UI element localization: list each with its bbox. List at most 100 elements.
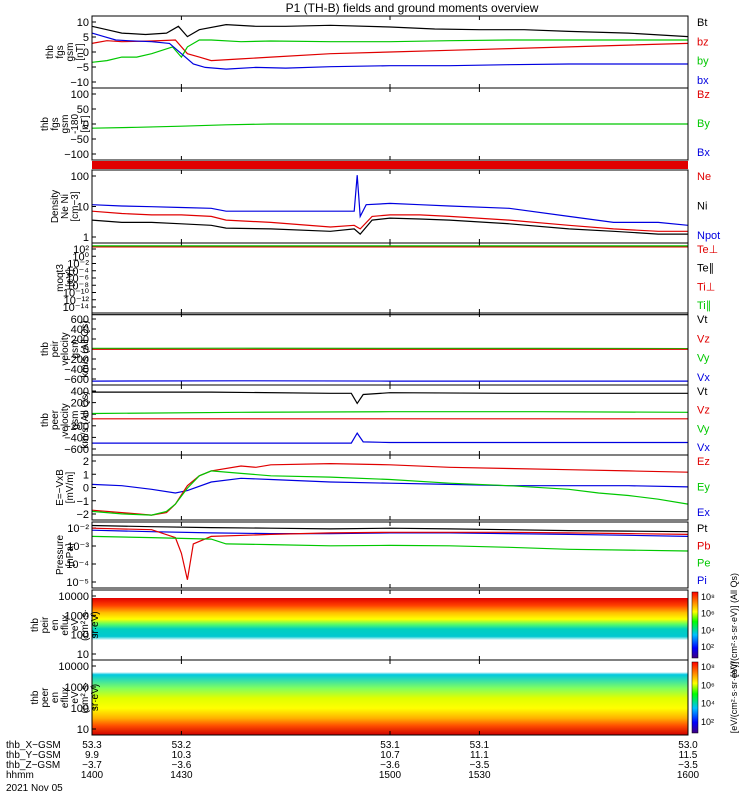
series-line-Vt — [92, 392, 688, 403]
legend-entry: Pb — [697, 540, 710, 552]
series-line-bx — [92, 33, 688, 69]
ephemeris-value: 1530 — [468, 770, 491, 781]
data-gap-bar — [92, 161, 688, 169]
series-line-Vy — [92, 412, 688, 414]
y-tick-label: 10⁻² — [67, 523, 89, 535]
colorbar-tick-label: 10⁸ — [701, 592, 715, 602]
y-tick-label: 10 — [77, 724, 89, 736]
y-axis-label-line: km/s (All Qs) — [80, 391, 91, 448]
series-line-Ne — [92, 211, 688, 231]
legend-entry: Vy — [697, 423, 710, 435]
y-tick-label: 100 — [71, 171, 89, 183]
y-tick-label: 10000 — [58, 661, 89, 673]
legend-entry: Ni — [697, 201, 707, 213]
ephemeris-row-label: hhmm — [6, 770, 34, 781]
y-axis-label-line: [eV] — [65, 269, 76, 287]
colorbar-tick-label: 10⁶ — [701, 680, 715, 690]
legend-entry: Vz — [697, 405, 710, 417]
legend-entry: Pt — [697, 523, 707, 535]
legend-entry: Ti⊥ — [697, 281, 715, 293]
y-axis-label: E=−VxB[mV/m] — [55, 469, 76, 506]
legend-entry: Vz — [697, 333, 710, 345]
colorbar-tick-label: 10⁴ — [701, 699, 715, 709]
y-tick-label: 10⁻¹⁴ — [63, 302, 90, 314]
legend-entry: Pe — [697, 558, 710, 570]
legend-entry: Ne — [697, 171, 711, 183]
panel-frame — [92, 243, 688, 313]
y-axis-label-line: [cm−3] — [70, 191, 81, 222]
y-tick-label: −10 — [70, 77, 89, 89]
ephemeris-value: 1600 — [677, 770, 700, 781]
legend-entry: bx — [697, 75, 709, 87]
legend-entry: Bt — [697, 17, 707, 29]
series-line-by — [92, 40, 688, 62]
y-axis-label: thbfgsgsm-180[nT] — [40, 114, 91, 134]
legend-entry: Bx — [697, 147, 710, 159]
series-line-Bt — [92, 25, 688, 37]
y-axis-label: thbfgsgsm[nT] — [45, 43, 86, 62]
series-line-Vx — [92, 433, 688, 443]
y-tick-label: 5 — [83, 32, 89, 44]
series-line-Pe — [92, 536, 688, 551]
y-axis-label-line: [mV/m] — [65, 471, 76, 503]
y-tick-label: −5 — [76, 62, 89, 74]
y-tick-label: 10000 — [58, 591, 89, 603]
series-line-By — [92, 124, 688, 128]
y-axis-label-line: [nPa] — [65, 543, 76, 567]
y-tick-label: 10 — [77, 17, 89, 29]
legend-entry: By — [697, 118, 710, 130]
ephemeris-value: 1400 — [81, 770, 104, 781]
spectrogram-band — [92, 668, 688, 735]
legend-entry: by — [697, 56, 709, 68]
figure-title: P1 (TH-B) fields and ground moments over… — [286, 1, 539, 15]
colorbar-tick-label: 10⁴ — [701, 625, 715, 635]
y-axis-label-line: km/s (All Qs) — [80, 320, 91, 377]
legend-entry: Te∥ — [697, 263, 714, 275]
legend-entry: Vx — [697, 372, 710, 384]
legend-entry: Vy — [697, 353, 710, 365]
legend-entry: Pi — [697, 575, 707, 587]
legend-entry: bz — [697, 36, 709, 48]
legend-entry: Ez — [697, 456, 710, 468]
panel-frame — [92, 385, 688, 455]
date-label: 2021 Nov 05 — [6, 783, 63, 794]
y-axis-label: DensityNe Ni[cm−3] — [50, 190, 81, 223]
series-line-Ex — [92, 478, 688, 493]
colorbar — [692, 662, 698, 733]
y-tick-label: −1 — [76, 496, 89, 508]
y-tick-label: −100 — [64, 149, 89, 161]
legend-entry: Vt — [697, 314, 707, 326]
colorbar-tick-label: 10² — [701, 642, 714, 652]
panel-6: 4002000−200−400−600thbpeervelocitygsmkm/… — [40, 385, 710, 456]
series-line-Pt — [92, 526, 688, 532]
y-tick-label: −2 — [76, 509, 89, 521]
legend-entry: Vt — [697, 386, 707, 398]
legend-entry: Vx — [697, 442, 710, 454]
ephemeris-value: 1430 — [170, 770, 193, 781]
panel-frame — [92, 170, 688, 243]
colorbar-label: [eV/(cm²·s·sr·eV)] (All Qs) — [729, 573, 739, 677]
y-axis-label-line: [nT] — [80, 115, 91, 132]
y-tick-label: 10 — [77, 649, 89, 661]
y-tick-label: 10⁻⁵ — [66, 577, 89, 589]
y-tick-label: 0 — [83, 483, 89, 495]
y-tick-label: −50 — [70, 134, 89, 146]
panel-5: 6004002000−200−400−600thbpeirvelocitygsm… — [40, 313, 710, 386]
legend-entry: Ex — [697, 507, 710, 519]
legend-entry: Te⊥ — [697, 244, 718, 256]
y-tick-label: 100 — [71, 89, 89, 101]
y-tick-label: 2 — [83, 456, 89, 468]
y-axis-label-line: [nT] — [75, 43, 86, 60]
panel-10: 10000100010010thbpeerenefluxeV(cm²·s·sr·… — [30, 660, 739, 736]
legend-entry: Bz — [697, 89, 710, 101]
y-tick-label: 1 — [83, 469, 89, 481]
colorbar — [692, 592, 698, 658]
ephemeris-value: 1500 — [379, 770, 402, 781]
